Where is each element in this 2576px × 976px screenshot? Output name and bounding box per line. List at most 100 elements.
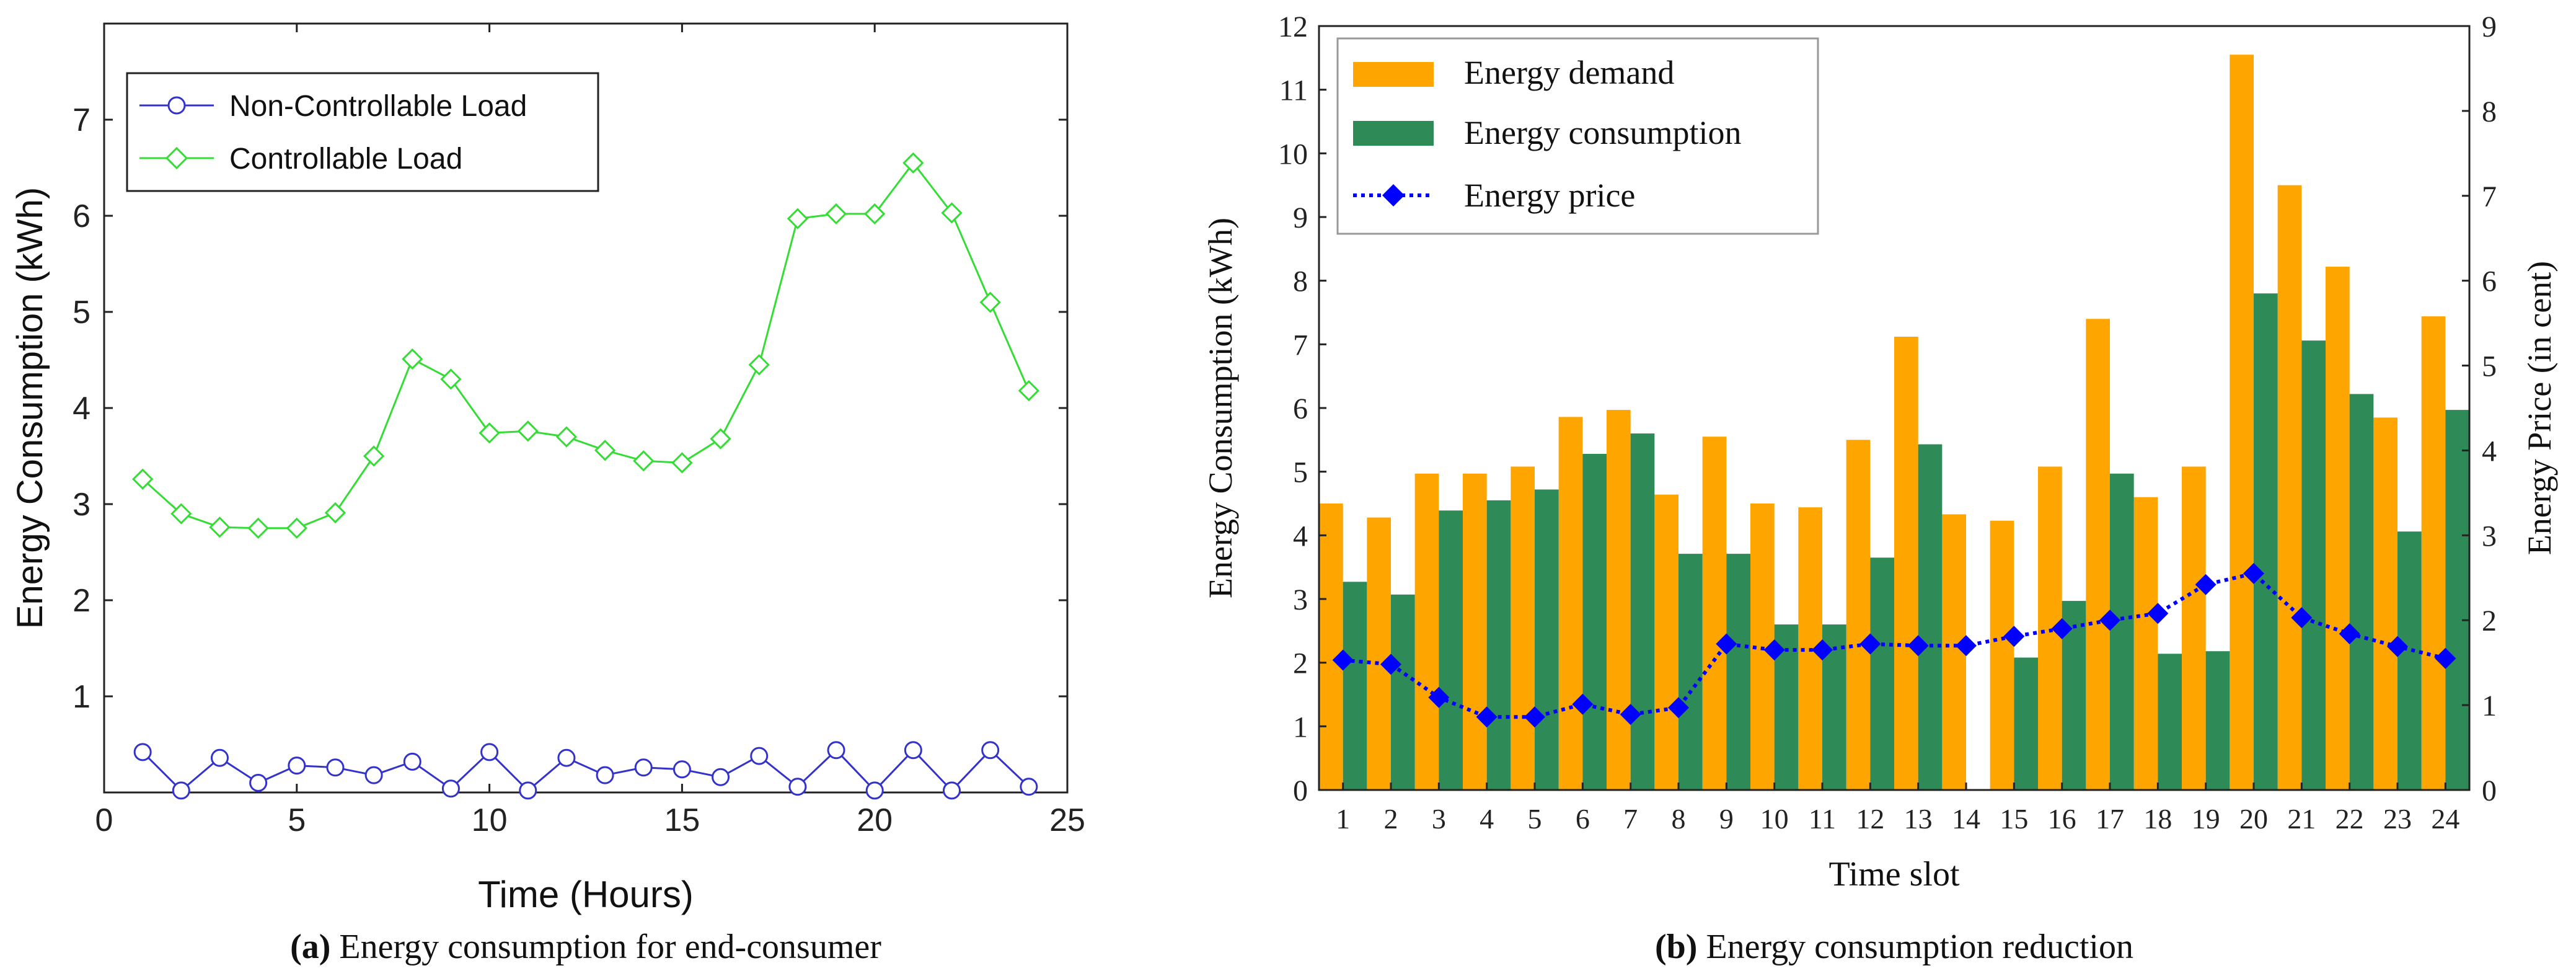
chart-a-point-1 — [1018, 379, 1039, 402]
chart-a-ytick-label: 6 — [73, 198, 90, 234]
chart-a-point-1 — [479, 422, 500, 444]
chart-b-price-point — [1763, 639, 1785, 661]
chart-a-point-0 — [1020, 778, 1038, 796]
legend-swatch-consumption — [1353, 121, 1434, 146]
chart-a-point-1 — [247, 517, 269, 539]
chart-b-bar-demand — [2421, 316, 2446, 790]
chart-a-ytick-label: 7 — [73, 102, 90, 138]
chart-a-point-1 — [286, 517, 307, 539]
chart-a-ytick-label: 3 — [73, 487, 90, 523]
chart-b-price-point — [1572, 693, 1594, 715]
chart-b-ytick-label-left: 10 — [1278, 138, 1308, 171]
chart-a-point-1 — [902, 152, 924, 174]
chart-a-point-0 — [673, 760, 691, 779]
chart-b-ytick-label-right: 0 — [2482, 774, 2497, 807]
chart-b-ytick-label-left: 3 — [1293, 583, 1308, 616]
chart-b-ytick-label-left: 5 — [1293, 456, 1308, 489]
chart-b-price-point — [2291, 607, 2313, 629]
chart-b-ytick-label-left: 1 — [1293, 711, 1308, 743]
chart-b-caption-text: Energy consumption reduction — [1706, 928, 2133, 966]
chart-a-point-0 — [210, 748, 229, 767]
chart-b-price-point — [1812, 639, 1833, 661]
chart-a-point-0 — [596, 766, 614, 784]
chart-a: 0 5 10 15 20 25 1 2 3 4 5 6 7 Non-Controllable Load … — [10, 22, 1085, 966]
chart-a-point-1 — [594, 440, 616, 461]
chart-b-xtick-label: 12 — [1856, 803, 1884, 835]
chart-b-bar-consumption — [2014, 657, 2038, 790]
chart-b-bar-consumption — [2397, 531, 2422, 790]
chart-a-legend-box — [126, 72, 599, 192]
chart-b-bar-consumption — [1343, 582, 1367, 790]
chart-b-bar-consumption — [2110, 473, 2134, 790]
chart-b-bar-consumption — [1726, 554, 1750, 790]
chart-b-ytick-label-left: 6 — [1293, 393, 1308, 425]
chart-a-xtick-label: 5 — [288, 802, 306, 838]
legend-label-controllable: Controllable Load — [229, 143, 462, 175]
chart-b-xtick-label: 18 — [2143, 803, 2172, 835]
chart-b-ytick-label-right: 1 — [2482, 690, 2497, 722]
chart-b-bar-consumption — [1535, 489, 1559, 790]
chart-b-xtick-label: 9 — [1719, 803, 1734, 835]
chart-b-price-point — [2147, 603, 2169, 624]
chart-b-bar-demand — [2086, 319, 2110, 790]
chart-a-point-0 — [557, 748, 576, 767]
chart-b-xtick-label: 4 — [1480, 803, 1494, 835]
chart-a-caption-text: Energy consumption for end-consumer — [339, 928, 881, 966]
chart-b-ytick-label-right: 6 — [2482, 265, 2497, 298]
chart-a-point-1 — [170, 503, 192, 525]
chart-b-price-point — [2435, 647, 2456, 669]
chart-a-point-1 — [748, 354, 770, 376]
chart-b-price-point — [2339, 623, 2360, 645]
chart-b-xtick-label: 2 — [1384, 803, 1398, 835]
chart-b-xtick-label: 21 — [2287, 803, 2316, 835]
chart-b-price-point — [1907, 635, 1929, 657]
chart-a-point-1 — [671, 452, 693, 474]
chart-a-point-0 — [712, 768, 730, 786]
chart-a-point-0 — [326, 758, 345, 777]
chart-a-point-0 — [364, 766, 383, 784]
chart-a-point-1 — [209, 517, 231, 538]
chart-b-price-point — [2195, 574, 2217, 595]
chart-b-bar-demand — [1463, 473, 1487, 790]
chart-b-ytick-label-left: 0 — [1293, 774, 1308, 807]
chart-b-bar-demand — [2326, 267, 2350, 791]
chart-a-point-1 — [440, 368, 462, 390]
chart-b-caption-gap — [1697, 928, 1706, 966]
chart-b-ytick-label-left: 4 — [1293, 520, 1308, 552]
chart-b-price-point — [1620, 704, 1641, 725]
chart-b-bar-demand — [1414, 473, 1439, 790]
chart-b-price-point — [1859, 633, 1881, 655]
chart-a-xlabel: Time (Hours) — [478, 874, 694, 915]
chart-b-ytick-label-right: 4 — [2482, 435, 2497, 468]
chart-b-ytick-label-right: 9 — [2482, 11, 2497, 43]
chart-a-ytick-label: 5 — [73, 295, 90, 331]
chart-a-point-1 — [825, 203, 847, 225]
chart-b-bar-consumption — [1391, 594, 1415, 790]
chart-b-xtick-label: 17 — [2096, 803, 2124, 835]
chart-b-xtick-label: 14 — [1952, 803, 1980, 835]
chart-b-ytick-label-right: 7 — [2482, 180, 2497, 213]
chart-a-ytick-label: 1 — [73, 679, 90, 715]
chart-b-bar-demand — [1654, 494, 1678, 790]
chart-a-point-1 — [941, 202, 963, 224]
chart-b-xtick-label: 11 — [1809, 803, 1836, 835]
chart-a-point-0 — [750, 747, 769, 765]
chart-b-bar-demand — [2230, 55, 2254, 791]
chart-b-price-point — [1380, 654, 1401, 675]
chart-b-bar-consumption — [2349, 394, 2374, 790]
legend-label-consumption: Energy consumption — [1464, 114, 1741, 151]
chart-a-xtick-label: 0 — [95, 802, 113, 838]
chart-b-caption-tag: (b) — [1655, 928, 1697, 966]
chart-b-xtick-label: 23 — [2383, 803, 2412, 835]
chart-a-point-1 — [979, 291, 1001, 313]
chart-b-price-series — [1332, 562, 2456, 728]
chart-b-bar-demand — [2133, 497, 2158, 790]
chart-a-point-1 — [363, 445, 385, 467]
chart-b-bar-consumption — [2158, 654, 2182, 790]
chart-a-point-1 — [555, 426, 578, 448]
chart-b-xtick-label: 8 — [1672, 803, 1686, 835]
chart-b-bar-demand — [2373, 417, 2397, 790]
chart-b-ytick-label-left: 11 — [1279, 74, 1308, 107]
chart-a-caption: (a) Energy consumption for end-consumer — [290, 928, 881, 966]
